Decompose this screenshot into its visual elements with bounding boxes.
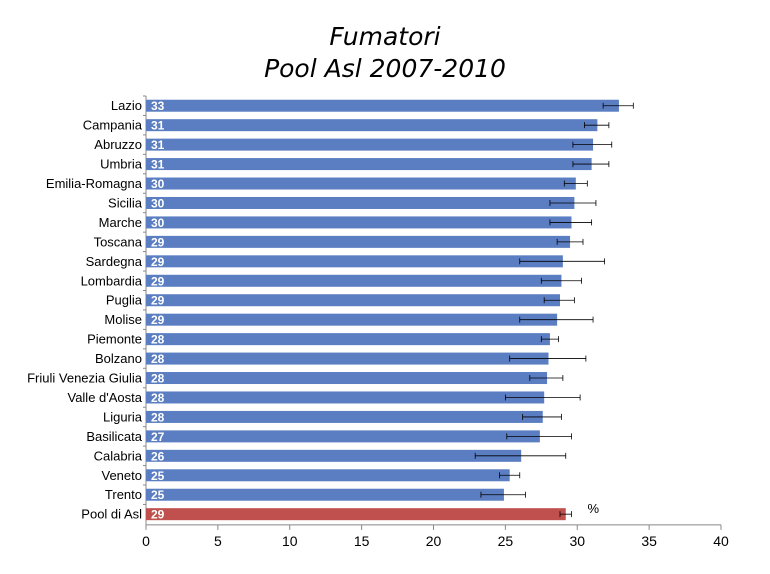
data-label: 25 xyxy=(151,469,165,483)
category-label: Lazio xyxy=(111,98,142,113)
data-label: 27 xyxy=(151,430,165,444)
category-label: Basilicata xyxy=(86,429,142,444)
category-label: Toscana xyxy=(94,234,143,249)
x-tick-label: 40 xyxy=(713,533,729,549)
bar xyxy=(146,469,510,482)
data-label: 29 xyxy=(151,294,165,308)
category-label: Sicilia xyxy=(108,195,143,210)
bar xyxy=(146,391,545,404)
bar xyxy=(146,138,594,151)
category-label: Emilia-Romagna xyxy=(46,176,143,191)
data-label: 28 xyxy=(151,410,165,424)
category-label: Marche xyxy=(99,215,142,230)
bar xyxy=(146,352,549,365)
x-tick-label: 30 xyxy=(569,533,585,549)
data-label: 29 xyxy=(151,274,165,288)
bar xyxy=(146,333,550,346)
x-tick-label: 20 xyxy=(426,533,442,549)
x-tick-label: 10 xyxy=(282,533,298,549)
category-label: Bolzano xyxy=(95,351,142,366)
category-label: Veneto xyxy=(102,468,143,483)
bar xyxy=(146,430,540,443)
x-tick-label: 35 xyxy=(641,533,657,549)
category-label: Lombardia xyxy=(81,273,143,288)
data-label: 31 xyxy=(151,138,165,152)
bar xyxy=(146,274,562,287)
category-label: Molise xyxy=(104,312,142,327)
x-tick-label: 0 xyxy=(142,533,150,549)
category-label: Liguria xyxy=(103,409,143,424)
bar xyxy=(146,119,598,132)
data-label: 30 xyxy=(151,196,165,210)
data-label: 26 xyxy=(151,449,165,463)
x-tick-label: 15 xyxy=(354,533,370,549)
data-label: 30 xyxy=(151,177,165,191)
category-label: Umbria xyxy=(100,157,143,172)
bar xyxy=(146,488,504,501)
bar xyxy=(146,294,560,307)
data-label: 25 xyxy=(151,488,165,502)
bar xyxy=(146,177,576,190)
category-label: Calabria xyxy=(94,448,143,463)
bar xyxy=(146,508,566,521)
x-tick-label: 5 xyxy=(214,533,222,549)
category-label: Pool di Asl xyxy=(81,507,142,522)
data-label: 31 xyxy=(151,158,165,172)
category-label: Sardegna xyxy=(86,254,143,269)
chart-subtitle: Pool Asl 2007-2010 xyxy=(264,54,506,83)
bar xyxy=(146,158,592,171)
data-label: 28 xyxy=(151,333,165,347)
data-label: 29 xyxy=(151,235,165,249)
bar xyxy=(146,216,572,229)
data-label: 29 xyxy=(151,508,165,522)
bar xyxy=(146,99,619,112)
data-label: 33 xyxy=(151,99,165,113)
category-label: Abruzzo xyxy=(94,137,142,152)
data-label: 28 xyxy=(151,352,165,366)
category-label: Campania xyxy=(83,118,143,133)
unit-label: % xyxy=(588,501,600,516)
category-label: Puglia xyxy=(106,293,143,308)
category-label: Trento xyxy=(105,487,142,502)
data-label: 31 xyxy=(151,119,165,133)
x-tick-label: 25 xyxy=(498,533,514,549)
data-label: 29 xyxy=(151,255,165,269)
bar xyxy=(146,372,548,385)
bar xyxy=(146,313,558,326)
data-label: 28 xyxy=(151,391,165,405)
chart-title: Fumatori xyxy=(329,22,441,51)
bar xyxy=(146,410,543,423)
bar xyxy=(146,255,563,268)
category-label: Piemonte xyxy=(87,332,142,347)
bar xyxy=(146,449,522,462)
bar xyxy=(146,196,575,209)
data-label: 29 xyxy=(151,313,165,327)
category-label: Friuli Venezia Giulia xyxy=(27,371,143,386)
data-label: 28 xyxy=(151,372,165,386)
bar xyxy=(146,235,571,248)
category-label: Valle d'Aosta xyxy=(67,390,142,405)
data-label: 30 xyxy=(151,216,165,230)
